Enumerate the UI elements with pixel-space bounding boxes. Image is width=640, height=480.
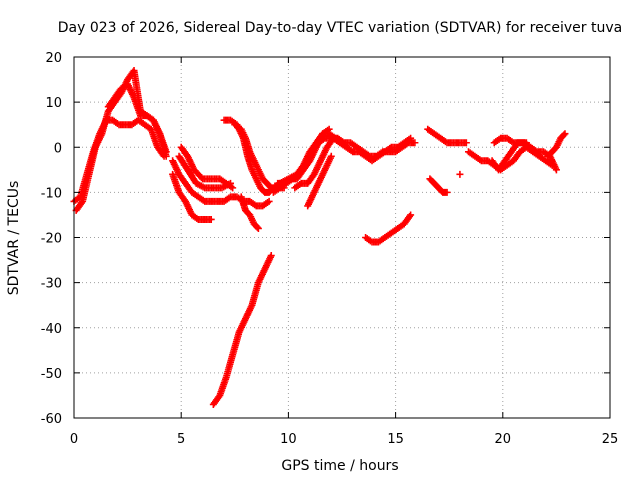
- series-arc-16: [362, 211, 415, 246]
- series-arc-10: [237, 193, 262, 232]
- x-tick-label: 5: [177, 432, 185, 447]
- data-point: [407, 211, 415, 219]
- series-arc-4: [169, 157, 273, 210]
- data-point: [443, 188, 451, 196]
- y-tick-label: -20: [41, 232, 62, 247]
- chart-title: Day 023 of 2026, Sidereal Day-to-day VTE…: [58, 20, 622, 36]
- data-point: [407, 134, 415, 142]
- series-arc-13: [291, 134, 415, 192]
- data-point: [456, 170, 464, 178]
- series-arc-18: [426, 175, 451, 196]
- data-point: [162, 148, 170, 156]
- series-arc-22: [490, 134, 530, 147]
- y-axis-label: SDTVAR / TECUs: [6, 181, 22, 296]
- grid-lines: [74, 57, 610, 418]
- y-tick-label: -30: [41, 277, 62, 292]
- data-points: [70, 67, 569, 408]
- data-point: [229, 184, 237, 192]
- x-tick-label: 0: [70, 432, 78, 447]
- data-point: [522, 139, 530, 147]
- data-point: [253, 223, 261, 231]
- y-tick-label: -10: [41, 186, 62, 201]
- y-tick-label: 20: [45, 51, 62, 66]
- data-point: [411, 139, 419, 147]
- data-point: [561, 130, 569, 138]
- data-point: [406, 212, 414, 220]
- series-arc-5: [169, 170, 215, 223]
- data-point: [265, 197, 273, 205]
- y-tick-label: 10: [45, 96, 62, 111]
- data-point: [254, 224, 262, 232]
- data-point: [267, 252, 275, 260]
- data-point: [327, 152, 335, 160]
- data-point: [78, 199, 86, 207]
- x-axis-label: GPS time / hours: [281, 458, 398, 474]
- axis-ticks: 0 5 10 15 20 25 -60 -50 -40 -30 -20 -10 0 10 20: [41, 51, 619, 447]
- data-point: [207, 215, 215, 223]
- data-point: [552, 166, 560, 174]
- x-tick-label: 25: [602, 432, 619, 447]
- data-point: [462, 139, 470, 147]
- x-tick-label: 10: [280, 432, 297, 447]
- y-tick-label: -40: [41, 322, 62, 337]
- series-arc-7: [177, 143, 237, 192]
- series-arc-14: [304, 152, 335, 210]
- y-tick-label: -60: [41, 412, 62, 427]
- x-tick-label: 15: [387, 432, 404, 447]
- series-arc-21: [488, 139, 560, 174]
- series-arc-19: [456, 170, 464, 178]
- y-tick-label: -50: [41, 367, 62, 382]
- y-tick-label: 0: [54, 141, 62, 156]
- series-arc-3: [104, 80, 170, 156]
- x-tick-label: 20: [495, 432, 512, 447]
- data-point: [560, 131, 568, 139]
- series-arc-23: [544, 130, 569, 160]
- series-arc-17: [424, 125, 470, 147]
- series-arc-15: [209, 252, 275, 408]
